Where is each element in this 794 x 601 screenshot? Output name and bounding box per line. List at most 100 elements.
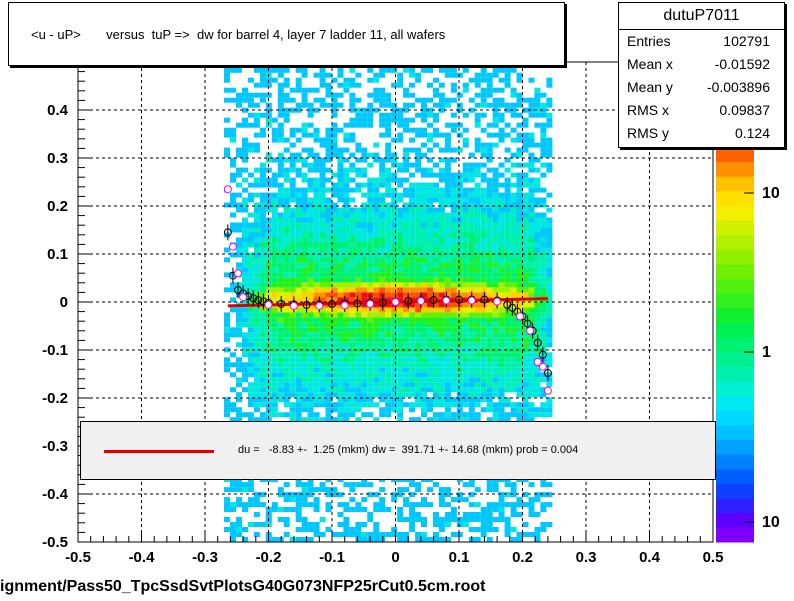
heatmap-cell (516, 192, 523, 198)
heatmap-cell (540, 102, 547, 108)
heatmap-cell (379, 112, 386, 118)
heatmap-cell (480, 242, 487, 248)
heatmap-cell (236, 237, 242, 243)
heatmap-cell (516, 307, 523, 313)
heatmap-cell (361, 157, 368, 163)
heatmap-cell (224, 397, 230, 403)
color-bar-segment (716, 410, 754, 426)
heatmap-cell (510, 372, 517, 378)
profile-point-alt (416, 297, 425, 306)
heatmap-cell (313, 337, 320, 343)
heatmap-cell (247, 367, 254, 373)
heatmap-cell (427, 367, 433, 373)
heatmap-cell (271, 367, 278, 373)
heatmap-cell (373, 297, 380, 303)
heatmap-cell (236, 482, 242, 488)
heatmap-cell (522, 352, 529, 358)
heatmap-cell (242, 502, 248, 508)
heatmap-cell (367, 227, 374, 233)
heatmap-cell (546, 267, 553, 273)
heatmap-cell (331, 107, 338, 113)
heatmap-cell (468, 367, 475, 373)
heatmap-cell (397, 337, 404, 343)
heatmap-cell (421, 517, 427, 522)
heatmap-cell (480, 407, 487, 413)
heatmap-cell (534, 247, 541, 253)
heatmap-cell (325, 507, 332, 512)
heatmap-cell (421, 217, 427, 223)
heatmap-cell (349, 217, 356, 223)
heatmap-cell (462, 282, 469, 288)
heatmap-cell (522, 272, 529, 278)
heatmap-cell (468, 492, 475, 498)
heatmap-cell (462, 342, 469, 348)
heatmap-cell (415, 282, 422, 288)
heatmap-cell (492, 247, 499, 253)
heatmap-cell (337, 532, 344, 537)
heatmap-cell (433, 347, 439, 353)
heatmap-cell (230, 532, 236, 537)
heatmap-cell (319, 187, 326, 193)
heatmap-cell (498, 237, 505, 243)
heatmap-cell (438, 497, 445, 503)
heatmap-cell (337, 167, 344, 173)
heatmap-cell (283, 482, 290, 488)
heatmap-cell (271, 182, 278, 188)
heatmap-cell (444, 312, 451, 318)
heatmap-cell (540, 122, 547, 128)
heatmap-cell (247, 412, 254, 418)
heatmap-cell (373, 537, 380, 542)
heatmap-cell (295, 82, 302, 88)
heatmap-cell (355, 522, 362, 527)
heatmap-cell (456, 497, 463, 503)
heatmap-cell (271, 382, 278, 388)
heatmap-cell (480, 97, 487, 103)
heatmap-cell (403, 532, 410, 537)
heatmap-cell (343, 227, 350, 233)
heatmap-cell (271, 412, 278, 418)
heatmap-cell (522, 247, 529, 253)
heatmap-cell (522, 302, 529, 308)
heatmap-cell (433, 402, 439, 408)
heatmap-cell (528, 107, 535, 113)
heatmap-cell (271, 352, 278, 358)
heatmap-cell (462, 497, 469, 503)
heatmap-cell (301, 372, 308, 378)
heatmap-cell (277, 277, 284, 283)
heatmap-cell (498, 517, 505, 522)
heatmap-cell (325, 252, 332, 258)
heatmap-cell (331, 392, 338, 398)
heatmap-cell (391, 357, 398, 363)
heatmap-cell (480, 362, 487, 368)
heatmap-cell (421, 237, 427, 243)
heatmap-cell (355, 222, 362, 228)
heatmap-cell (367, 512, 374, 517)
heatmap-cell (397, 252, 404, 258)
heatmap-cell (433, 392, 439, 398)
heatmap-cell (247, 497, 254, 503)
heatmap-cell (301, 127, 308, 133)
heatmap-cell (337, 227, 344, 233)
heatmap-cell (373, 207, 380, 213)
heatmap-cell (427, 287, 433, 293)
heatmap-cell (522, 257, 529, 263)
heatmap-cell (468, 237, 475, 243)
heatmap-cell (307, 487, 314, 493)
heatmap-cell (224, 67, 230, 73)
heatmap-cell (480, 312, 487, 318)
heatmap-cell (242, 252, 248, 258)
heatmap-cell (283, 242, 290, 248)
heatmap-cell (450, 287, 457, 293)
heatmap-cell (355, 337, 362, 343)
heatmap-cell (289, 97, 296, 103)
heatmap-cell (247, 327, 254, 333)
heatmap-cell (427, 167, 433, 173)
heatmap-cell (367, 382, 374, 388)
heatmap-cell (379, 357, 386, 363)
heatmap-cell (331, 247, 338, 253)
heatmap-cell (433, 187, 439, 193)
heatmap-cell (325, 352, 332, 358)
heatmap-cell (462, 247, 469, 253)
heatmap-cell (379, 157, 386, 163)
heatmap-cell (373, 107, 380, 113)
